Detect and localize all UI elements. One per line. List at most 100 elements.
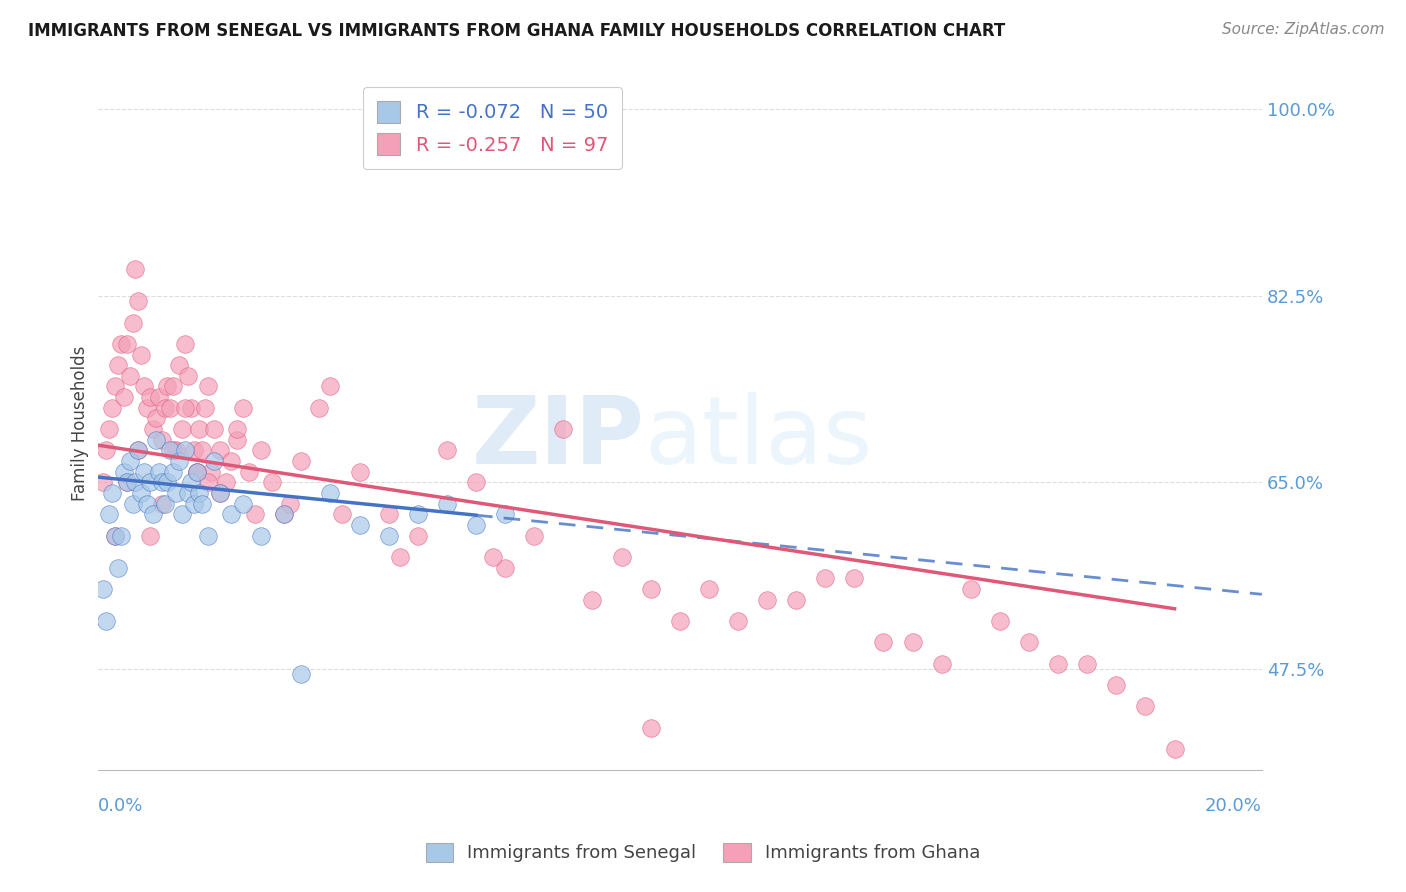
Point bbox=[278, 497, 301, 511]
Point bbox=[1047, 657, 1070, 671]
Point bbox=[290, 667, 312, 681]
Point bbox=[129, 347, 152, 361]
Point bbox=[142, 508, 165, 522]
Point bbox=[124, 262, 146, 277]
Point bbox=[170, 508, 193, 522]
Point bbox=[101, 401, 124, 415]
Point bbox=[180, 475, 202, 490]
Point bbox=[191, 443, 214, 458]
Legend: Immigrants from Senegal, Immigrants from Ghana: Immigrants from Senegal, Immigrants from… bbox=[419, 836, 987, 870]
Point bbox=[153, 497, 176, 511]
Point bbox=[174, 336, 197, 351]
Point bbox=[145, 411, 167, 425]
Point bbox=[482, 549, 505, 564]
Point bbox=[308, 401, 330, 415]
Point bbox=[174, 443, 197, 458]
Point bbox=[238, 465, 260, 479]
Point bbox=[785, 592, 807, 607]
Point bbox=[640, 582, 662, 596]
Point bbox=[727, 614, 749, 628]
Text: 20.0%: 20.0% bbox=[1205, 797, 1263, 814]
Point bbox=[319, 379, 342, 393]
Point bbox=[186, 465, 208, 479]
Point bbox=[349, 518, 371, 533]
Legend: R = -0.072   N = 50, R = -0.257   N = 97: R = -0.072 N = 50, R = -0.257 N = 97 bbox=[363, 87, 621, 169]
Point bbox=[186, 465, 208, 479]
Point bbox=[115, 336, 138, 351]
Point bbox=[134, 379, 156, 393]
Point bbox=[107, 560, 129, 574]
Point bbox=[104, 379, 127, 393]
Point bbox=[127, 294, 149, 309]
Text: atlas: atlas bbox=[645, 392, 873, 483]
Point bbox=[273, 508, 295, 522]
Point bbox=[202, 422, 225, 436]
Point bbox=[290, 454, 312, 468]
Point bbox=[581, 592, 603, 607]
Point bbox=[232, 401, 254, 415]
Point bbox=[377, 508, 399, 522]
Point bbox=[194, 401, 217, 415]
Point bbox=[901, 635, 924, 649]
Text: IMMIGRANTS FROM SENEGAL VS IMMIGRANTS FROM GHANA FAMILY HOUSEHOLDS CORRELATION C: IMMIGRANTS FROM SENEGAL VS IMMIGRANTS FR… bbox=[28, 22, 1005, 40]
Point bbox=[1018, 635, 1040, 649]
Point bbox=[115, 475, 138, 490]
Point bbox=[610, 549, 633, 564]
Point bbox=[180, 401, 202, 415]
Point bbox=[165, 443, 187, 458]
Point bbox=[110, 336, 132, 351]
Point bbox=[188, 486, 211, 500]
Point bbox=[162, 465, 184, 479]
Point bbox=[170, 422, 193, 436]
Point bbox=[127, 443, 149, 458]
Point bbox=[756, 592, 779, 607]
Point bbox=[208, 486, 231, 500]
Point bbox=[1105, 678, 1128, 692]
Point bbox=[844, 571, 866, 585]
Point bbox=[148, 465, 170, 479]
Text: Source: ZipAtlas.com: Source: ZipAtlas.com bbox=[1222, 22, 1385, 37]
Point bbox=[98, 508, 121, 522]
Point bbox=[214, 475, 236, 490]
Point bbox=[988, 614, 1011, 628]
Point bbox=[139, 529, 162, 543]
Point bbox=[183, 443, 205, 458]
Point bbox=[118, 454, 141, 468]
Point bbox=[436, 497, 458, 511]
Point bbox=[191, 497, 214, 511]
Point bbox=[150, 475, 173, 490]
Point bbox=[349, 465, 371, 479]
Point bbox=[814, 571, 837, 585]
Point bbox=[465, 475, 488, 490]
Point bbox=[104, 529, 127, 543]
Point bbox=[98, 422, 121, 436]
Point bbox=[136, 497, 159, 511]
Point bbox=[118, 368, 141, 383]
Point bbox=[640, 721, 662, 735]
Point bbox=[494, 508, 516, 522]
Point bbox=[232, 497, 254, 511]
Point bbox=[186, 465, 208, 479]
Point bbox=[148, 390, 170, 404]
Point bbox=[697, 582, 720, 596]
Point bbox=[174, 401, 197, 415]
Point bbox=[142, 422, 165, 436]
Point bbox=[200, 465, 222, 479]
Point bbox=[262, 475, 284, 490]
Point bbox=[249, 529, 271, 543]
Point bbox=[523, 529, 546, 543]
Point bbox=[167, 454, 190, 468]
Point bbox=[208, 443, 231, 458]
Point bbox=[115, 475, 138, 490]
Point bbox=[226, 433, 249, 447]
Text: 0.0%: 0.0% bbox=[97, 797, 143, 814]
Point bbox=[145, 433, 167, 447]
Point bbox=[226, 422, 249, 436]
Point bbox=[159, 401, 181, 415]
Point bbox=[129, 486, 152, 500]
Point bbox=[330, 508, 353, 522]
Point bbox=[162, 379, 184, 393]
Point bbox=[150, 497, 173, 511]
Point bbox=[93, 475, 115, 490]
Point bbox=[121, 497, 143, 511]
